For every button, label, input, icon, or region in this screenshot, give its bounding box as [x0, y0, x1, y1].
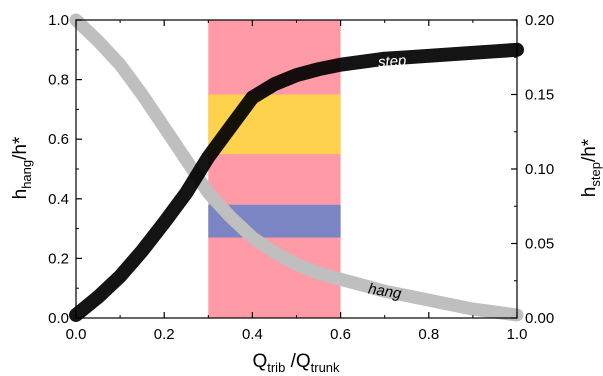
y-right-tick-label: 0.20 [525, 12, 554, 29]
y-left-axis-title: hhang/h* [10, 136, 34, 199]
y-left-tick-label: 0.8 [48, 72, 69, 89]
x-tick-label: 0.4 [242, 326, 263, 343]
x-tick-label: 0.6 [330, 326, 351, 343]
x-axis-title: Qtrib /Qtrunk [252, 351, 340, 375]
x-tick-label: 0.2 [154, 326, 175, 343]
y-right-tick-label: 0.15 [525, 87, 554, 104]
series-label-hang: hang [367, 280, 403, 302]
y-right-tick-label: 0.10 [525, 161, 554, 178]
y-right-tick-label: 0.00 [525, 310, 554, 327]
y-left-tick-label: 0.6 [48, 131, 69, 148]
series-line-hang [69, 13, 524, 322]
y-left-tick-label: 0.2 [48, 250, 69, 267]
y-left-tick-label: 1.0 [48, 12, 69, 29]
y-left-tick-label: 0.4 [48, 191, 69, 208]
series-layer [69, 13, 524, 322]
tick-layer: 0.0 0.2 0.4 0.6 0.8 1.00.00.20.40.60.81.00.00… [48, 12, 554, 343]
x-tick-label: 0.8 [418, 326, 439, 343]
y-right-axis-title: hstep/h* [579, 138, 603, 197]
series-line-step [69, 42, 524, 322]
x-tick-label: 0.0 [66, 326, 87, 343]
series-label-step: step [377, 52, 406, 71]
y-right-tick-label: 0.05 [525, 236, 554, 253]
y-left-tick-label: 0.0 [48, 310, 69, 327]
x-tick-label: 1.0 [507, 326, 528, 343]
